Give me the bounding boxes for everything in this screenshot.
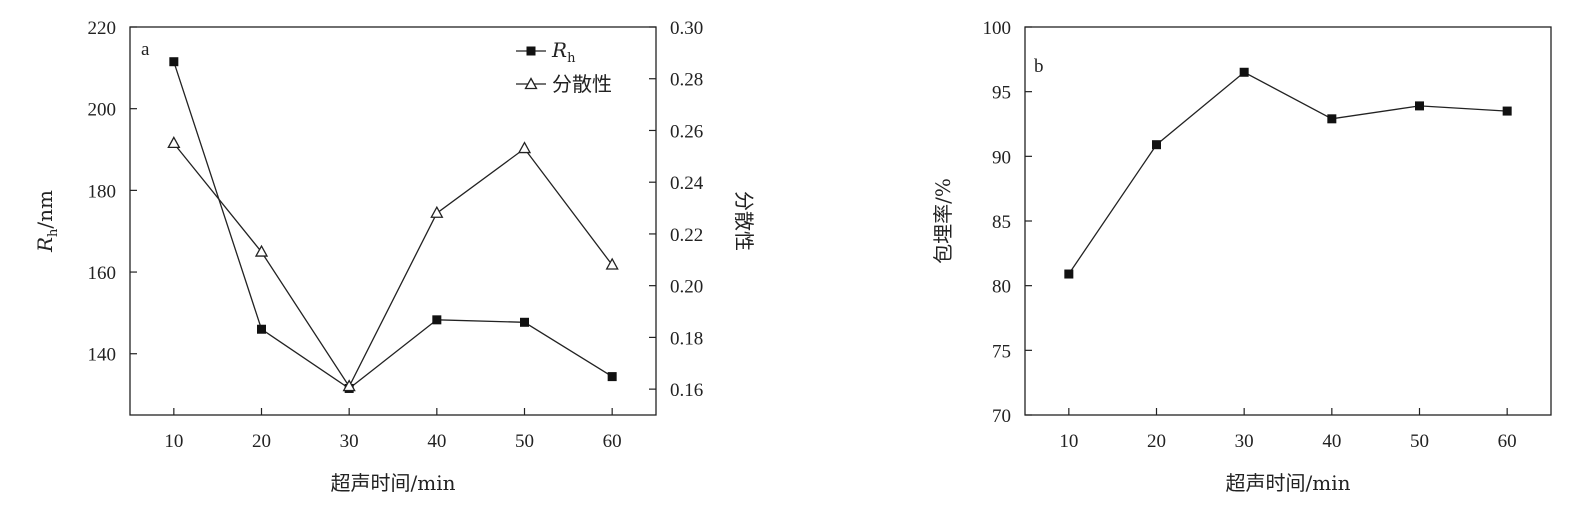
y-tick-label: 85 [992,212,1011,233]
data-point-square [1152,140,1161,150]
y-tick-label: 220 [88,18,117,39]
data-point-square [1064,269,1074,279]
y2-axis-label-a: 分散性 [732,191,756,251]
y-tick-label: 80 [992,277,1011,298]
chart-panel-a: a 10 20 30 40 50 60 140 160 180 200 220 0.16 0.18 0… [33,18,756,495]
x-tick-label: 30 [1235,431,1254,452]
series-line-0 [1068,71,1508,275]
y2-tick-label: 0.20 [670,277,703,298]
data-point-triangle [254,244,269,257]
y-tick-label: 100 [983,18,1012,39]
series-line-1 [173,142,613,388]
data-point-square [607,372,617,382]
x-tick-label: 30 [340,431,359,452]
x-tick-label: 50 [515,431,534,452]
x-axis-label-b: 超声时间/min [1226,471,1351,495]
x-tick-label: 60 [603,431,622,452]
x-tick-label: 40 [1322,431,1341,452]
data-point-square [1415,101,1424,111]
x-tick-label: 10 [164,431,183,452]
y2-tick-label: 0.30 [670,18,703,39]
y2-tick-label: 0.18 [670,328,703,349]
y-axis-label-a-main: R [33,237,57,253]
y-axis-label-a-unit: /nm [33,190,57,229]
data-point-square [432,315,442,325]
y2-tick-label: 0.16 [670,380,703,401]
y2-tick-label: 0.28 [670,70,703,91]
legend-marker-rh [526,46,536,56]
y-axis-label-a: Rh/nm [33,190,61,253]
data-point-triangle [430,205,444,218]
x-tick-label: 20 [252,431,271,452]
data-point-square [1327,114,1337,124]
panel-letter-b: b [1034,56,1044,77]
legend-marker-dispersity [524,77,538,90]
data-point-square [1502,106,1512,116]
y-tick-label: 75 [992,341,1011,362]
y-tick-label: 95 [992,83,1011,104]
series-line-0 [173,61,613,390]
data-point-square [257,324,266,334]
y2-tick-label: 0.22 [670,225,703,246]
data-point-square [1239,67,1249,77]
legend-label-rh-main: R [551,38,567,62]
y2-tick-label: 0.24 [670,173,704,194]
legend-label-rh-sub: h [567,51,576,66]
data-point-square [169,57,179,67]
legend-label-dispersity: 分散性 [552,72,612,96]
x-tick-label: 40 [427,431,446,452]
data-point-triangle [167,136,181,149]
y-tick-label: 70 [992,406,1011,427]
data-point-triangle [517,141,532,154]
y-axis-label-b: 包埋率/% [931,178,955,264]
y-tick-label: 140 [88,345,117,366]
plot-frame-b [1024,26,1552,416]
x-tick-label: 50 [1410,431,1429,452]
panel-letter-a: a [141,39,150,60]
x-tick-label: 20 [1147,431,1166,452]
data-point-triangle [605,257,619,270]
data-point-square [520,317,529,327]
legend-a: Rh 分散性 [516,38,612,96]
y2-tick-label: 0.26 [670,121,703,142]
x-tick-label: 60 [1498,431,1517,452]
legend-label-rh: Rh [551,38,576,66]
y-tick-label: 160 [88,263,117,284]
x-axis-label-a: 超声时间/min [331,471,456,495]
y-tick-label: 90 [992,147,1011,168]
x-tick-label: 10 [1059,431,1078,452]
plot-frame-a [129,26,657,416]
y-tick-label: 180 [88,181,117,202]
data-point-triangle [342,379,356,392]
y-axis-label-a-sub: h [46,228,61,237]
y-tick-label: 200 [88,100,117,121]
